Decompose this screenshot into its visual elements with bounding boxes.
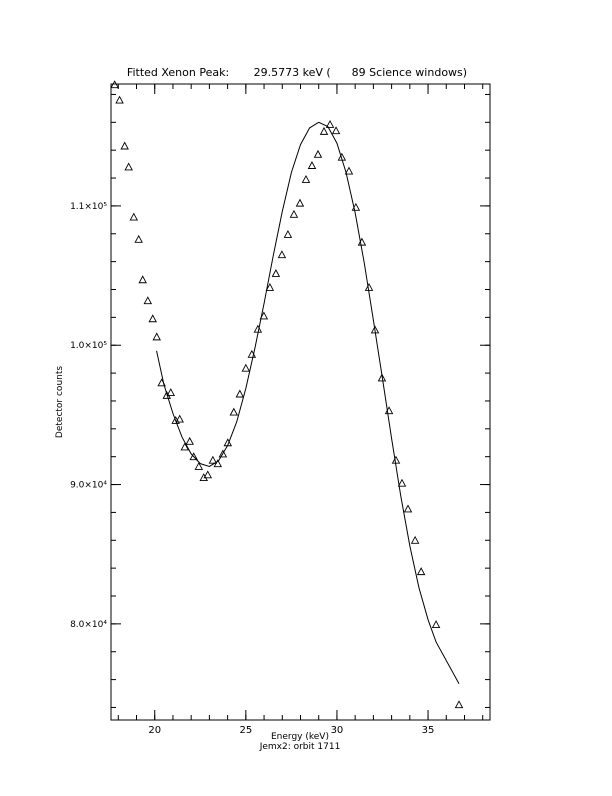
x-tick-label: 30 [331,725,344,736]
x-tick-label: 35 [422,725,435,736]
y-tick-label: 9.0×10⁴ [70,481,107,491]
y-axis-label: Detector counts [55,366,65,438]
data-point [148,314,157,323]
data-point [229,407,239,416]
data-point [162,390,172,399]
data-point [203,470,213,479]
chart-subtitle: Jemx2: orbit 1711 [259,742,341,752]
y-tick-label: 8.0×10⁴ [70,620,107,630]
data-point [410,535,420,544]
y-tick-label: 1.0×10⁵ [70,341,107,351]
data-point [143,296,153,305]
x-tick-label: 20 [148,725,161,736]
data-point [152,332,161,341]
data-point [301,174,311,183]
data-point [431,620,441,629]
data-point [283,230,293,238]
data-point [241,363,251,372]
data-point [319,126,329,135]
data-point [416,567,426,576]
data-point [307,161,317,169]
data-point [271,269,281,277]
data-point [235,389,245,398]
data-point [454,700,464,709]
data-point [189,452,198,461]
data-point [259,311,269,320]
data-point [295,198,305,207]
data-point [208,455,218,464]
data-point [129,212,139,221]
data-point [134,234,143,243]
x-tick-label: 25 [239,725,252,736]
data-point [124,162,133,171]
x-axis-label: Energy (keV) [271,732,329,742]
data-point [277,250,287,259]
data-point [180,442,190,451]
data-point [110,80,119,89]
data-point [166,388,176,397]
data-point [403,504,413,513]
data-point [289,209,299,218]
data-point [199,473,208,482]
y-tick-label: 1.1×10⁵ [70,202,107,212]
data-point [377,373,387,382]
data-point [331,126,341,135]
fit-line [156,121,460,685]
data-point [115,95,124,104]
data-point [344,166,354,175]
data-point [325,119,335,128]
data-point [218,449,228,458]
data-point [213,459,223,468]
chart-title: Fitted Xenon Peak: 29.5773 keV ( 89 Scie… [127,66,467,79]
data-point [138,275,147,284]
data-point [313,149,323,158]
data-point [265,282,275,291]
data-point [120,141,129,150]
data-point [185,436,194,445]
data-point [175,414,184,423]
data-point [194,461,204,470]
data-point [397,478,407,487]
